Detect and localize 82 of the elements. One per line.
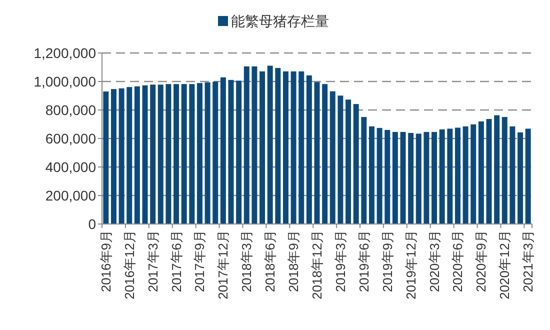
bar [110, 89, 116, 224]
bar [196, 83, 202, 224]
bar [260, 71, 266, 224]
x-tick-label: 2016年12月 [122, 230, 137, 300]
bar [189, 84, 195, 224]
bar [518, 132, 524, 224]
x-tick-label: 2020年9月 [474, 230, 489, 292]
bar [454, 128, 460, 224]
bar [384, 130, 390, 224]
bar [322, 84, 328, 224]
bar [220, 77, 226, 224]
bar [142, 85, 148, 224]
y-tick-label: 0 [88, 216, 96, 232]
bar [158, 84, 164, 224]
x-tick-label: 2017年3月 [145, 230, 160, 292]
y-tick-label: 1,000,000 [34, 74, 96, 90]
x-tick-label: 2018年6月 [262, 230, 278, 292]
x-tick-label: 2019年9月 [380, 230, 395, 292]
bar [252, 66, 258, 224]
bar [432, 132, 438, 224]
x-tick-label: 2019年12月 [403, 230, 418, 300]
bar [462, 126, 468, 224]
bar [447, 128, 453, 224]
bar [314, 82, 320, 224]
x-tick-label: 2018年12月 [310, 230, 324, 300]
y-tick-label: 400,000 [45, 159, 96, 175]
bar [290, 71, 296, 224]
bar [368, 126, 374, 224]
legend-label: 能繁母猪存栏量 [231, 13, 329, 29]
bar [439, 129, 445, 224]
bar [525, 128, 531, 224]
x-tick-label: 2017年12月 [216, 230, 231, 300]
y-tick-label: 200,000 [45, 188, 96, 204]
bar [510, 126, 516, 224]
x-tick-label: 2020年3月 [426, 230, 442, 292]
x-tick-label: 2018年3月 [239, 230, 254, 292]
bar [181, 84, 187, 224]
bar [267, 66, 273, 224]
bar [228, 80, 234, 224]
bar [118, 88, 124, 224]
bar [244, 66, 250, 224]
y-tick-label: 1,200,000 [34, 45, 96, 61]
bar [134, 86, 140, 224]
bar [470, 124, 476, 224]
bar [275, 68, 281, 224]
bar [392, 132, 398, 224]
bar [103, 91, 109, 224]
bar [486, 118, 492, 224]
bar [282, 71, 288, 224]
bar [361, 116, 367, 224]
bar [330, 91, 336, 224]
x-tick-label: 2019年6月 [356, 230, 372, 292]
bar [346, 100, 352, 224]
bar [204, 82, 210, 224]
bar [376, 128, 382, 224]
bar [338, 96, 344, 224]
bar [353, 104, 359, 224]
bar [502, 116, 508, 224]
bar [236, 80, 242, 224]
y-tick-label: 600,000 [45, 130, 96, 146]
bar [174, 84, 180, 224]
bar [424, 132, 430, 224]
bar [298, 71, 304, 224]
y-tick-label: 800,000 [45, 102, 96, 118]
x-tick-label: 2017年9月 [192, 230, 208, 292]
bar [408, 132, 414, 224]
bar [166, 84, 172, 224]
x-tick-label: 2020年12月 [497, 230, 512, 300]
x-tick-label: 2021年3月 [520, 230, 536, 292]
x-tick-label: 2017年6月 [168, 230, 184, 292]
x-tick-label: 2020年6月 [450, 230, 466, 292]
bar [494, 115, 500, 224]
x-tick-label: 2018年9月 [286, 230, 302, 292]
bar [126, 87, 132, 224]
bar [150, 84, 156, 224]
bar [212, 82, 218, 224]
bar [478, 121, 484, 224]
bar [306, 75, 312, 224]
x-tick-label: 2016年9月 [98, 230, 114, 292]
bar [400, 132, 406, 224]
bar [416, 134, 422, 224]
x-tick-label: 2019年3月 [332, 230, 348, 292]
